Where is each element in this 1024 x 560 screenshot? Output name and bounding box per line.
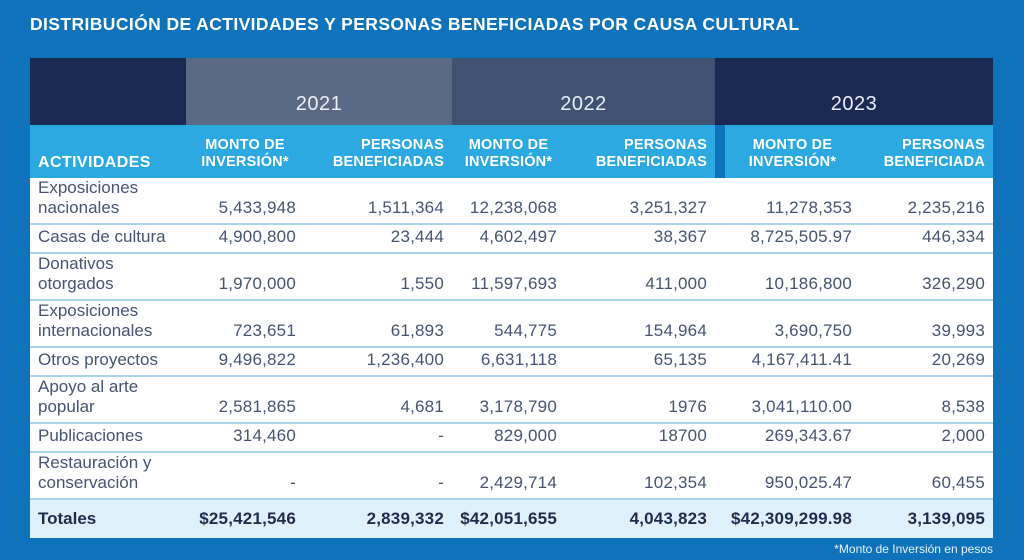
value-cell: 1,970,000 xyxy=(218,274,296,293)
column-header-spacer xyxy=(715,125,725,178)
value-cell: 2,429,714 xyxy=(479,473,557,492)
value-cell: 4,681 xyxy=(400,397,444,416)
value-cell: 6,631,118 xyxy=(480,350,557,369)
row-spacer xyxy=(715,348,725,375)
year-header-empty-cell xyxy=(30,58,186,125)
column-header-monto-2023: MONTO DE INVERSIÓN* xyxy=(725,125,860,178)
value-cell: 60,455 xyxy=(931,473,985,492)
column-header-monto-2022: MONTO DE INVERSIÓN* xyxy=(452,125,565,178)
value-cell: 38,367 xyxy=(653,227,707,246)
row-spacer xyxy=(715,301,725,346)
value-cell: 1,511,364 xyxy=(367,198,444,217)
column-header-activities: ACTIVIDADES xyxy=(30,125,186,178)
value-cell: 4,167,411.41 xyxy=(751,350,852,369)
value-cell: 2,235,216 xyxy=(907,198,985,217)
value-cell: 314,460 xyxy=(233,426,296,445)
activity-label: Donativos otorgados xyxy=(38,254,114,293)
totals-value-monto-2021: $25,421,546 xyxy=(199,509,296,528)
totals-label: Totales xyxy=(38,509,97,528)
value-cell: 269,343.67 xyxy=(764,426,852,445)
row-spacer xyxy=(715,225,725,252)
value-cell: 3,251,327 xyxy=(629,198,707,217)
activity-label: Apoyo al arte popular xyxy=(38,377,139,416)
table-row: Donativos otorgados 1,970,000 1,550 11,597,… xyxy=(30,254,993,301)
totals-spacer xyxy=(715,500,725,538)
table-body: Exposiciones nacionales 5,433,948 1,511,36… xyxy=(30,178,993,500)
row-spacer xyxy=(715,254,725,299)
value-cell: 39,993 xyxy=(931,321,985,340)
activity-label: Exposiciones nacionales xyxy=(38,178,139,217)
table-row: Exposiciones internacionales 723,651 61,89… xyxy=(30,301,993,348)
value-cell: - xyxy=(290,473,296,492)
value-cell: 2,000 xyxy=(941,426,985,445)
data-table: 2021 2022 2023 ACTIVIDADES MONTO DE INVE… xyxy=(30,58,993,538)
value-cell: 23,444 xyxy=(390,227,444,246)
value-cell: - xyxy=(438,426,444,445)
value-cell: 3,041,110.00 xyxy=(751,397,852,416)
value-cell: 1,236,400 xyxy=(366,350,444,369)
totals-value-personas-2021: 2,839,332 xyxy=(366,509,444,528)
activity-label: Publicaciones xyxy=(38,426,143,445)
value-cell: 544,775 xyxy=(494,321,557,340)
value-cell: - xyxy=(438,473,444,492)
activity-label: Otros proyectos xyxy=(38,350,158,369)
value-cell: 1,550 xyxy=(400,274,444,293)
activity-label: Restauración y conservación xyxy=(38,453,152,492)
value-cell: 950,025.47 xyxy=(764,473,852,492)
activity-label: Exposiciones internacionales xyxy=(38,301,153,340)
value-cell: 18700 xyxy=(658,426,707,445)
totals-value-personas-2022: 4,043,823 xyxy=(629,509,707,528)
value-cell: 8,538 xyxy=(941,397,985,416)
value-cell: 2,581,865 xyxy=(218,397,296,416)
table-row: Publicaciones 314,460 - 829,000 18700 269,343… xyxy=(30,424,993,453)
table-row: Casas de cultura 4,900,800 23,444 4,602,497… xyxy=(30,225,993,254)
value-cell: 326,290 xyxy=(922,274,985,293)
value-cell: 11,597,693 xyxy=(471,274,557,293)
value-cell: 723,651 xyxy=(233,321,296,340)
table-row: Exposiciones nacionales 5,433,948 1,511,36… xyxy=(30,178,993,225)
value-cell: 61,893 xyxy=(390,321,444,340)
page-title: DISTRIBUCIÓN DE ACTIVIDADES Y PERSONAS B… xyxy=(30,14,800,34)
year-header-2021: 2021 xyxy=(186,58,452,125)
row-spacer xyxy=(715,424,725,451)
value-cell: 20,269 xyxy=(931,350,985,369)
row-spacer xyxy=(715,377,725,422)
column-header-personas-2023: PERSONAS BENEFICIADA xyxy=(860,125,993,178)
row-spacer xyxy=(715,178,725,223)
totals-row: Totales $25,421,546 2,839,332 $42,051,65… xyxy=(30,500,993,538)
row-spacer xyxy=(715,453,725,498)
value-cell: 9,496,822 xyxy=(218,350,296,369)
column-header-personas-2021: PERSONAS BENEFICIADAS xyxy=(304,125,452,178)
value-cell: 3,690,750 xyxy=(774,321,852,340)
totals-value-monto-2023: $42,309,299.98 xyxy=(731,509,852,528)
value-cell: 446,334 xyxy=(922,227,985,246)
value-cell: 4,900,800 xyxy=(218,227,296,246)
value-cell: 829,000 xyxy=(494,426,557,445)
totals-value-monto-2022: $42,051,655 xyxy=(460,509,557,528)
footnote: *Monto de Inversión en pesos xyxy=(834,542,993,556)
value-cell: 154,964 xyxy=(644,321,707,340)
year-header-2022: 2022 xyxy=(452,58,715,125)
table-row: Restauración y conservación - - 2,429,714 10… xyxy=(30,453,993,500)
value-cell: 3,178,790 xyxy=(479,397,557,416)
table-row: Apoyo al arte popular 2,581,865 4,681 3,178… xyxy=(30,377,993,424)
value-cell: 1976 xyxy=(668,397,707,416)
value-cell: 411,000 xyxy=(645,274,707,293)
activity-label: Casas de cultura xyxy=(38,227,166,246)
year-header-2023: 2023 xyxy=(715,58,993,125)
column-header-row: ACTIVIDADES MONTO DE INVERSIÓN* PERSONAS… xyxy=(30,125,993,178)
value-cell: 102,354 xyxy=(644,473,707,492)
value-cell: 8,725,505.97 xyxy=(750,227,852,246)
column-header-monto-2021: MONTO DE INVERSIÓN* xyxy=(186,125,304,178)
value-cell: 65,135 xyxy=(653,350,707,369)
value-cell: 11,278,353 xyxy=(766,198,852,217)
value-cell: 12,238,068 xyxy=(469,198,557,217)
totals-value-personas-2023: 3,139,095 xyxy=(907,509,985,528)
year-header-row: 2021 2022 2023 xyxy=(30,58,993,125)
table-row: Otros proyectos 9,496,822 1,236,400 6,631,1… xyxy=(30,348,993,377)
value-cell: 10,186,800 xyxy=(764,274,852,293)
value-cell: 5,433,948 xyxy=(218,198,296,217)
value-cell: 4,602,497 xyxy=(479,227,557,246)
column-header-personas-2022: PERSONAS BENEFICIADAS xyxy=(565,125,715,178)
